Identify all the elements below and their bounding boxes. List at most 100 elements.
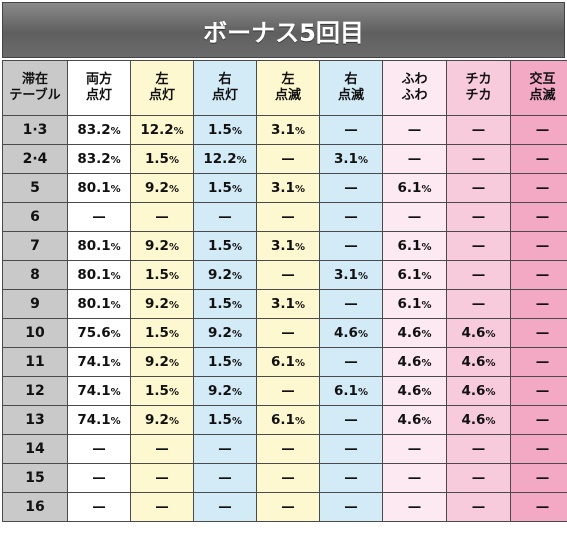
probability-cell: 6.1%	[256, 405, 320, 435]
probability-cell: —	[446, 231, 511, 261]
probability-cell: 1.5%	[130, 318, 194, 348]
table-row: 10 75.6% 1.5% 9.2% —4.6% 4.6% 4.6% —	[2, 318, 567, 348]
table-row: 8 80.1% 1.5% 9.2% —3.1% 6.1% — —	[2, 260, 567, 290]
probability-cell: 80.1%	[67, 231, 131, 261]
table-label-cell: 11	[2, 347, 68, 377]
probability-cell: —	[193, 202, 257, 232]
header-row: 滞在 テーブル 両方 点灯左 点灯右 点灯左 点滅右 点滅 ふわ ふわ チカ チカ 交互…	[2, 60, 567, 116]
probability-cell: 4.6%	[382, 318, 447, 348]
column-header: 滞在 テーブル	[2, 60, 68, 116]
probability-cell: —	[510, 318, 567, 348]
table-label-cell: 12	[2, 376, 68, 406]
probability-cell: 1.5%	[130, 144, 194, 174]
probability-cell: —	[319, 115, 383, 145]
probability-cell: 1.5%	[130, 376, 194, 406]
table-label-cell: 14	[2, 434, 68, 464]
probability-cell: 6.1%	[256, 347, 320, 377]
probability-cell: 9.2%	[130, 231, 194, 261]
probability-cell: 74.1%	[67, 405, 131, 435]
probability-cell: 83.2%	[67, 144, 131, 174]
probability-cell: —	[256, 463, 320, 493]
table-row: 13 74.1% 9.2% 1.5% 6.1% —4.6% 4.6% —	[2, 405, 567, 435]
probability-cell: —	[319, 434, 383, 464]
table-row: 16— — — — — — — —	[2, 492, 567, 522]
probability-cell: 9.2%	[130, 289, 194, 319]
table-row: 15— — — — — — — —	[2, 463, 567, 493]
column-header: 左 点灯	[130, 60, 194, 116]
table-label-cell: 5	[2, 173, 68, 203]
probability-cell: —	[510, 173, 567, 203]
probability-cell: —	[256, 434, 320, 464]
probability-cell: 9.2%	[193, 318, 257, 348]
probability-cell: —	[446, 173, 511, 203]
probability-cell: 3.1%	[319, 144, 383, 174]
probability-cell: 4.6%	[319, 318, 383, 348]
probability-cell: 6.1%	[382, 260, 447, 290]
probability-cell: —	[510, 115, 567, 145]
table-label-cell: 16	[2, 492, 68, 522]
column-header: 右 点滅	[319, 60, 383, 116]
table-title: ボーナス5回目	[2, 2, 565, 58]
column-header: チカ チカ	[446, 60, 511, 116]
probability-cell: 12.2%	[130, 115, 194, 145]
probability-cell: —	[510, 289, 567, 319]
probability-cell: —	[130, 434, 194, 464]
table-label-cell: 6	[2, 202, 68, 232]
probability-cell: —	[319, 231, 383, 261]
probability-cell: —	[319, 347, 383, 377]
table-label-cell: 9	[2, 289, 68, 319]
probability-cell: 1.5%	[193, 173, 257, 203]
probability-cell: —	[67, 202, 131, 232]
table-label-cell: 1·3	[2, 115, 68, 145]
probability-cell: 6.1%	[319, 376, 383, 406]
probability-cell: 4.6%	[446, 405, 511, 435]
table-row: 2·4 83.2% 1.5% 12.2% —3.1% — — —	[2, 144, 567, 174]
probability-cell: —	[382, 144, 447, 174]
table-row: 5 80.1% 9.2% 1.5% 3.1% —6.1% — —	[2, 173, 567, 203]
probability-cell: 1.5%	[193, 347, 257, 377]
probability-cell: 80.1%	[67, 173, 131, 203]
probability-cell: 4.6%	[446, 318, 511, 348]
probability-cell: —	[130, 463, 194, 493]
probability-cell: —	[446, 115, 511, 145]
probability-cell: —	[510, 463, 567, 493]
probability-cell: —	[510, 231, 567, 261]
column-header: 両方 点灯	[67, 60, 131, 116]
probability-cell: —	[256, 492, 320, 522]
probability-cell: 3.1%	[319, 260, 383, 290]
column-header: ふわ ふわ	[382, 60, 447, 116]
probability-cell: —	[446, 289, 511, 319]
probability-cell: —	[382, 492, 447, 522]
probability-cell: 1.5%	[130, 260, 194, 290]
table-label-cell: 10	[2, 318, 68, 348]
probability-cell: 9.2%	[130, 347, 194, 377]
probability-cell: 9.2%	[130, 405, 194, 435]
probability-cell: —	[382, 115, 447, 145]
probability-cell: 1.5%	[193, 289, 257, 319]
probability-cell: 4.6%	[382, 405, 447, 435]
probability-cell: 12.2%	[193, 144, 257, 174]
probability-cell: 75.6%	[67, 318, 131, 348]
probability-cell: —	[510, 405, 567, 435]
probability-cell: —	[446, 492, 511, 522]
probability-cell: —	[193, 492, 257, 522]
probability-cell: 80.1%	[67, 289, 131, 319]
probability-cell: —	[319, 202, 383, 232]
probability-cell: —	[510, 376, 567, 406]
table-row: 7 80.1% 9.2% 1.5% 3.1% —6.1% — —	[2, 231, 567, 261]
probability-cell: —	[510, 202, 567, 232]
table-body: 1·3 83.2% 12.2% 1.5% 3.1% — — — —2·4 83.2% 1.5% 12.…	[2, 115, 567, 522]
probability-cell: —	[256, 144, 320, 174]
probability-cell: —	[382, 463, 447, 493]
probability-cell: 6.1%	[382, 173, 447, 203]
probability-cell: —	[193, 463, 257, 493]
table-label-cell: 7	[2, 231, 68, 261]
probability-cell: —	[256, 260, 320, 290]
probability-cell: 80.1%	[67, 260, 131, 290]
probability-cell: —	[130, 492, 194, 522]
table-row: 6— — — — — — — —	[2, 202, 567, 232]
probability-table: 滞在 テーブル 両方 点灯左 点灯右 点灯左 点滅右 点滅 ふわ ふわ チカ チカ 交互…	[2, 60, 567, 522]
probability-cell: 6.1%	[382, 289, 447, 319]
probability-cell: —	[510, 492, 567, 522]
